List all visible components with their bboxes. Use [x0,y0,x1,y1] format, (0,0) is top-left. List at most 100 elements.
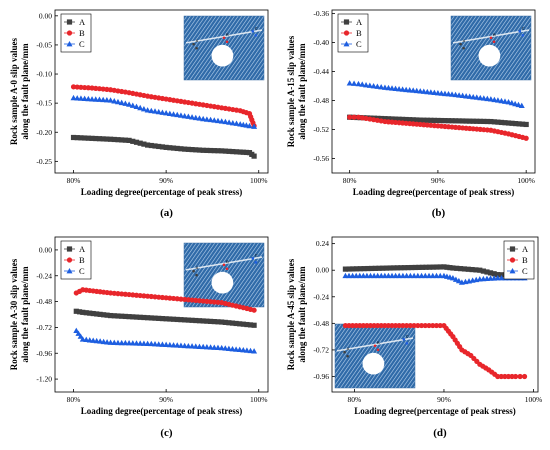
data-point-c [378,84,385,90]
data-point-c [498,274,505,281]
data-point-a [392,116,399,122]
chart-panel-b: -0.36 -0.40 -0.44 -0.48 -0.52 -0.56 80% 90% 100%… [286,9,536,219]
data-point-c [196,343,203,349]
data-point-a [427,264,433,270]
data-point-a [457,266,464,272]
data-point-a [240,321,246,327]
specimen-hole [211,44,234,67]
data-point-a [428,117,434,123]
data-point-c [452,276,459,282]
x-axis-label: Loading degree(percentage of peak stress… [354,406,515,416]
legend-label-b: B [356,28,362,38]
data-point-a [251,153,257,159]
x-tick-label: 90% [437,395,451,404]
data-point-c [111,339,118,345]
data-point-c [215,344,221,351]
data-point-c [126,101,133,107]
data-point-a [193,147,199,153]
legend-marker-b [343,30,350,36]
data-point-c [459,92,466,99]
data-point-a [226,320,232,326]
data-point-c [215,117,221,124]
data-point-c [236,346,243,353]
data-point-a [435,117,441,124]
data-point-b [70,84,77,90]
inset-point-a [343,350,346,354]
data-point-a [251,322,257,328]
y-tick-label: 0.24 [316,239,329,248]
data-point-a [83,310,89,316]
series-b [347,114,529,141]
data-point-a [193,317,199,324]
data-point-c [166,341,173,348]
data-point-c [243,347,250,353]
data-point-a [247,322,254,328]
data-point-c [480,95,487,101]
data-point-c [185,342,192,349]
legend-label-c: C [522,266,528,276]
inset-point-c [251,30,255,33]
plot-frame [331,236,539,393]
data-point-a [385,116,392,122]
inset-point-a-2 [462,46,465,50]
data-point-a [424,117,430,123]
data-point-c [159,109,166,115]
data-point-a [346,266,352,272]
legend-label-a: A [79,17,86,27]
data-point-c [233,120,240,126]
data-point-a [368,265,375,272]
data-point-a [145,142,151,148]
inset-point-b-2 [492,40,496,44]
inset-point-b [222,36,226,40]
legend-label-b: B [79,255,85,265]
data-point-a [178,317,184,323]
data-point-c [455,277,462,284]
data-point-b [495,373,501,380]
data-point-c [155,108,162,115]
x-tick-label: 80% [67,176,81,185]
data-point-a [421,117,427,123]
data-point-a [76,309,83,315]
y-tick-label: -0.05 [36,40,52,49]
data-point-c [211,117,218,123]
data-point-a [465,266,471,272]
data-point-a [219,319,225,325]
data-point-b [392,322,399,329]
x-tick-label: 90% [159,395,173,404]
data-point-b [509,373,515,380]
data-point-c [491,96,498,103]
data-point-a [463,118,469,124]
data-point-a [505,120,512,126]
data-point-a [229,320,236,326]
data-point-a [211,148,217,154]
y-tick-label: -1.20 [36,375,52,384]
y-axis-label-line: along the fault plane/mm [297,43,307,140]
y-axis-label-line: along the fault plane/mm [20,43,30,140]
data-point-c [77,333,84,339]
data-point-c [148,107,155,114]
legend-box [60,240,92,280]
data-point-b [430,322,436,329]
data-point-a [133,314,140,320]
legend-label-a: A [356,17,363,27]
data-point-a [467,118,473,124]
data-point-a [391,265,397,271]
data-point-a [410,117,416,123]
data-point-c [96,96,103,102]
data-point-a [383,265,390,271]
data-point-a [174,145,180,152]
inset-point-b [373,344,377,348]
legend-label-c: C [79,39,85,49]
data-point-b [357,322,363,329]
legend-marker-c [343,41,350,47]
legend: ABC [60,240,92,280]
data-point-a [73,308,79,314]
data-point-c [163,341,170,348]
data-point-b [375,322,381,329]
data-point-a [204,147,210,154]
y-axis-label-line: Rock sample A-45 slip values [286,258,296,370]
data-point-c [203,116,210,122]
data-point-a [141,141,147,147]
series-b [342,322,528,380]
